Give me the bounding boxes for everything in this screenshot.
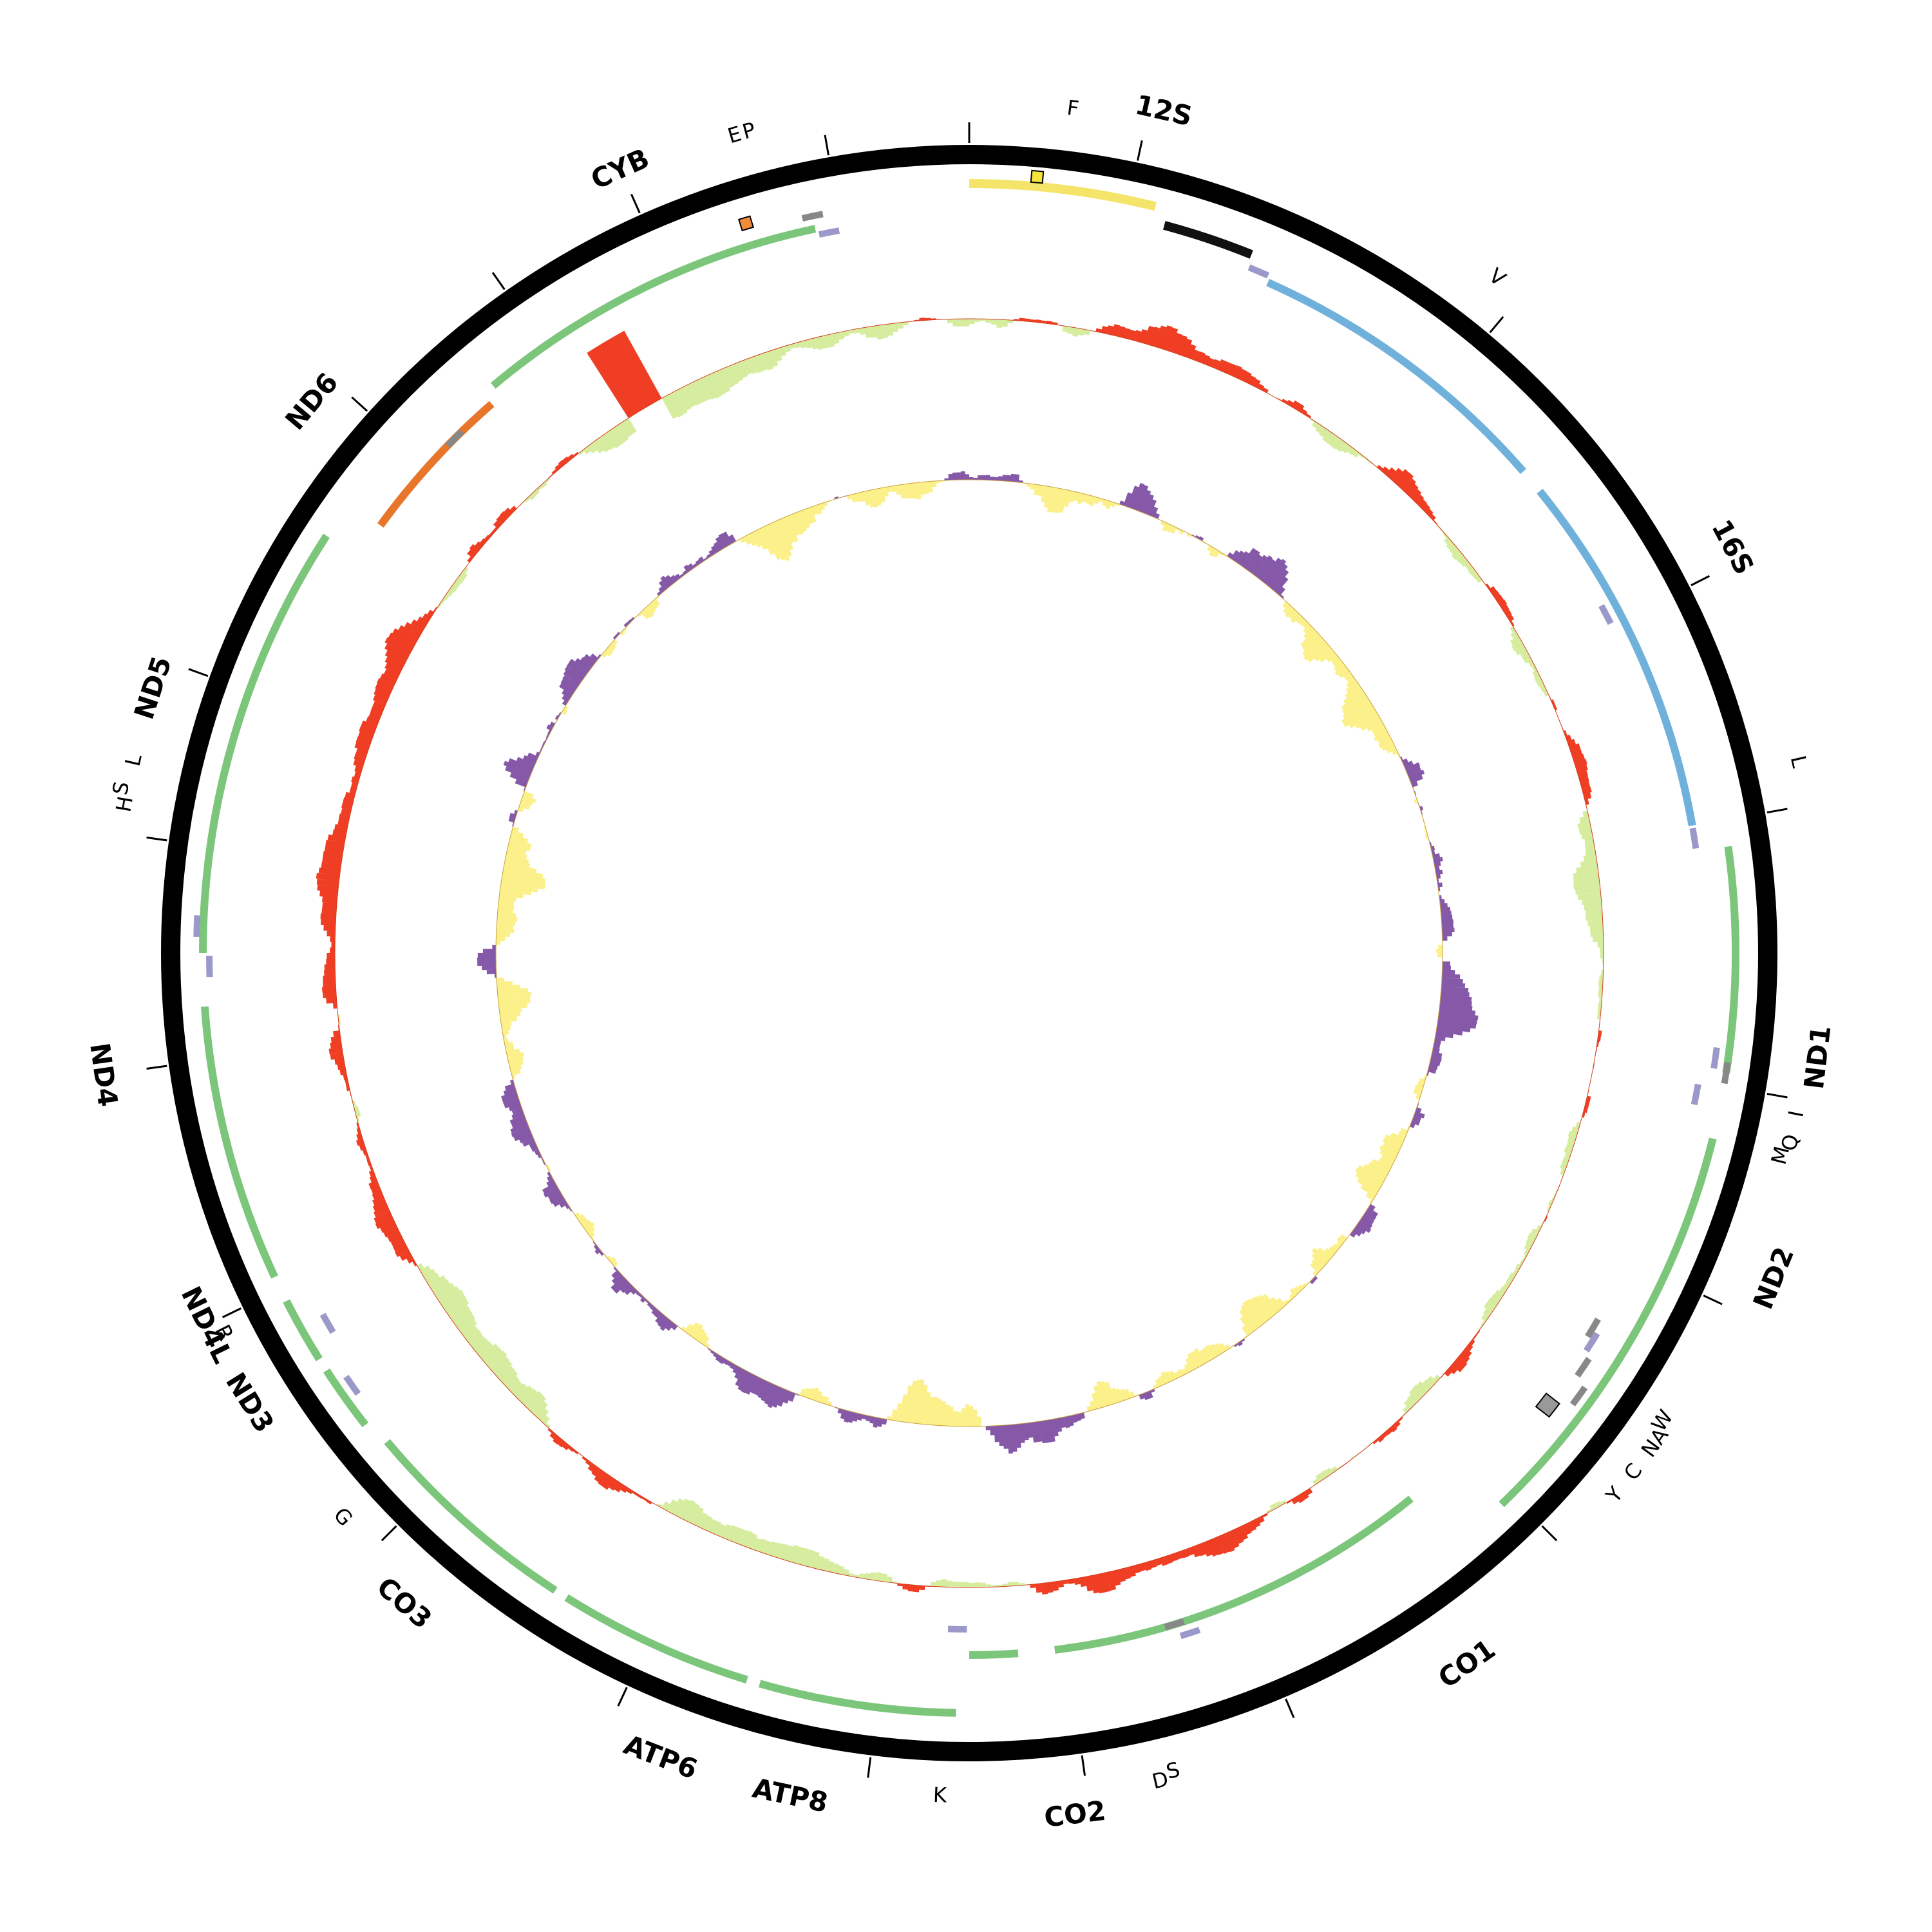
trna-label: Y xyxy=(1600,1482,1628,1508)
trna-arc xyxy=(206,956,213,978)
scale-tick xyxy=(1541,1525,1558,1542)
gene-atp6-arc xyxy=(564,1594,748,1684)
trna-label: V xyxy=(1484,263,1511,291)
trna-label: K xyxy=(933,1783,947,1808)
scale-tick xyxy=(1489,316,1504,334)
gene-label: ND1 xyxy=(1798,1024,1837,1091)
orange-marker-box xyxy=(738,215,754,232)
gene-label: ND2 xyxy=(1747,1242,1801,1313)
gene-cyb-arc xyxy=(490,225,817,389)
scale-tick xyxy=(1690,575,1710,587)
trna-minus-arc xyxy=(801,211,824,222)
scale-tick xyxy=(1137,140,1143,161)
scale-tick xyxy=(630,193,641,214)
genome-backbone xyxy=(161,145,1777,1761)
gene-nd4-arc xyxy=(200,1006,278,1279)
scale-tick xyxy=(146,836,167,842)
rrna-16s-arc xyxy=(1537,488,1696,827)
gene-label: ND5 xyxy=(128,652,178,723)
gene-label: ATP6 xyxy=(620,1728,702,1785)
trna-minus-arc xyxy=(1569,1385,1588,1406)
scale-tick xyxy=(1703,1294,1723,1305)
grey-marker-box xyxy=(1535,1392,1560,1418)
trna-arc xyxy=(1598,604,1614,625)
trna-label: F xyxy=(1066,95,1081,121)
scale-tick xyxy=(188,668,209,677)
gene-label: ND3 xyxy=(220,1367,280,1438)
gc-skew-baseline xyxy=(334,318,1604,1588)
trna-minus-arc xyxy=(1575,1356,1592,1378)
gene-nd4l-arc xyxy=(283,1299,323,1361)
gene-label: ATP8 xyxy=(750,1772,831,1819)
trna-label: I xyxy=(1783,1108,1808,1119)
gc-content-negative xyxy=(496,480,1443,1426)
scale-tick xyxy=(351,396,368,412)
scale-tick xyxy=(222,1307,242,1318)
gene-co3-arc xyxy=(384,1439,558,1594)
gene-label: ND4 xyxy=(84,1041,124,1108)
gc-skew-negative xyxy=(337,319,1604,1587)
trna-arc xyxy=(1710,1046,1720,1069)
gene-nd2-arc xyxy=(1499,1137,1717,1508)
gene-co2-arc xyxy=(969,1649,1019,1659)
trna-arc xyxy=(1584,1331,1600,1353)
trna-label: H xyxy=(111,795,138,814)
yellow-marker-box xyxy=(1030,169,1045,184)
control-region-arc xyxy=(969,179,1157,211)
gene-nd3-arc xyxy=(323,1368,369,1428)
trna-arc xyxy=(319,1312,336,1334)
trna-minus-arc xyxy=(1721,1061,1731,1084)
scale-tick xyxy=(1081,1755,1086,1776)
trna-arc xyxy=(343,1374,361,1396)
scale-tick xyxy=(867,1757,872,1778)
gene-co1-arc xyxy=(1054,1495,1414,1654)
gene-label: CO3 xyxy=(371,1571,438,1635)
scale-tick xyxy=(381,1525,397,1542)
gene-nd6-arc xyxy=(377,401,495,528)
trna-arc xyxy=(1179,1627,1201,1640)
control-region-dark-arc xyxy=(1162,221,1253,259)
trna-arc xyxy=(947,1625,967,1633)
trna-arc xyxy=(818,227,840,238)
scale-tick xyxy=(1766,808,1788,814)
trna-minus-arc xyxy=(1585,1317,1601,1339)
trna-minus-arc xyxy=(445,429,464,448)
trna-minus-arc xyxy=(1164,1618,1185,1631)
gene-nd1-arc xyxy=(1722,846,1739,1074)
trna-arc xyxy=(193,915,201,937)
trna-label: G xyxy=(329,1502,358,1531)
gene-label: ND6 xyxy=(279,366,344,436)
gene-atp8-arc xyxy=(759,1680,956,1717)
trna-label: L xyxy=(1786,753,1812,770)
gene-label: 16S xyxy=(1705,515,1760,580)
gene-label: 12S xyxy=(1132,89,1195,133)
scale-tick xyxy=(824,135,830,156)
trna-label: S xyxy=(108,779,134,797)
trna-arc xyxy=(1690,1083,1701,1106)
trna-label: C xyxy=(1619,1459,1647,1485)
scale-tick xyxy=(146,1065,167,1070)
scale-tick xyxy=(1285,1698,1295,1719)
scale-tick xyxy=(491,272,506,290)
scale-tick xyxy=(1766,1092,1788,1099)
gc-content-positive xyxy=(477,471,1479,1454)
scale-tick xyxy=(617,1687,628,1707)
gene-nd5-arc xyxy=(199,533,330,954)
trna-label: L xyxy=(120,752,147,768)
gc-content-baseline xyxy=(495,479,1443,1427)
rrna-12s-arc xyxy=(1266,279,1526,475)
gene-label: CO2 xyxy=(1043,1795,1108,1833)
trna-arc xyxy=(1689,828,1700,849)
trna-arc xyxy=(1247,264,1270,279)
gene-label: CYB xyxy=(586,142,654,196)
gene-label: CO1 xyxy=(1432,1633,1501,1694)
